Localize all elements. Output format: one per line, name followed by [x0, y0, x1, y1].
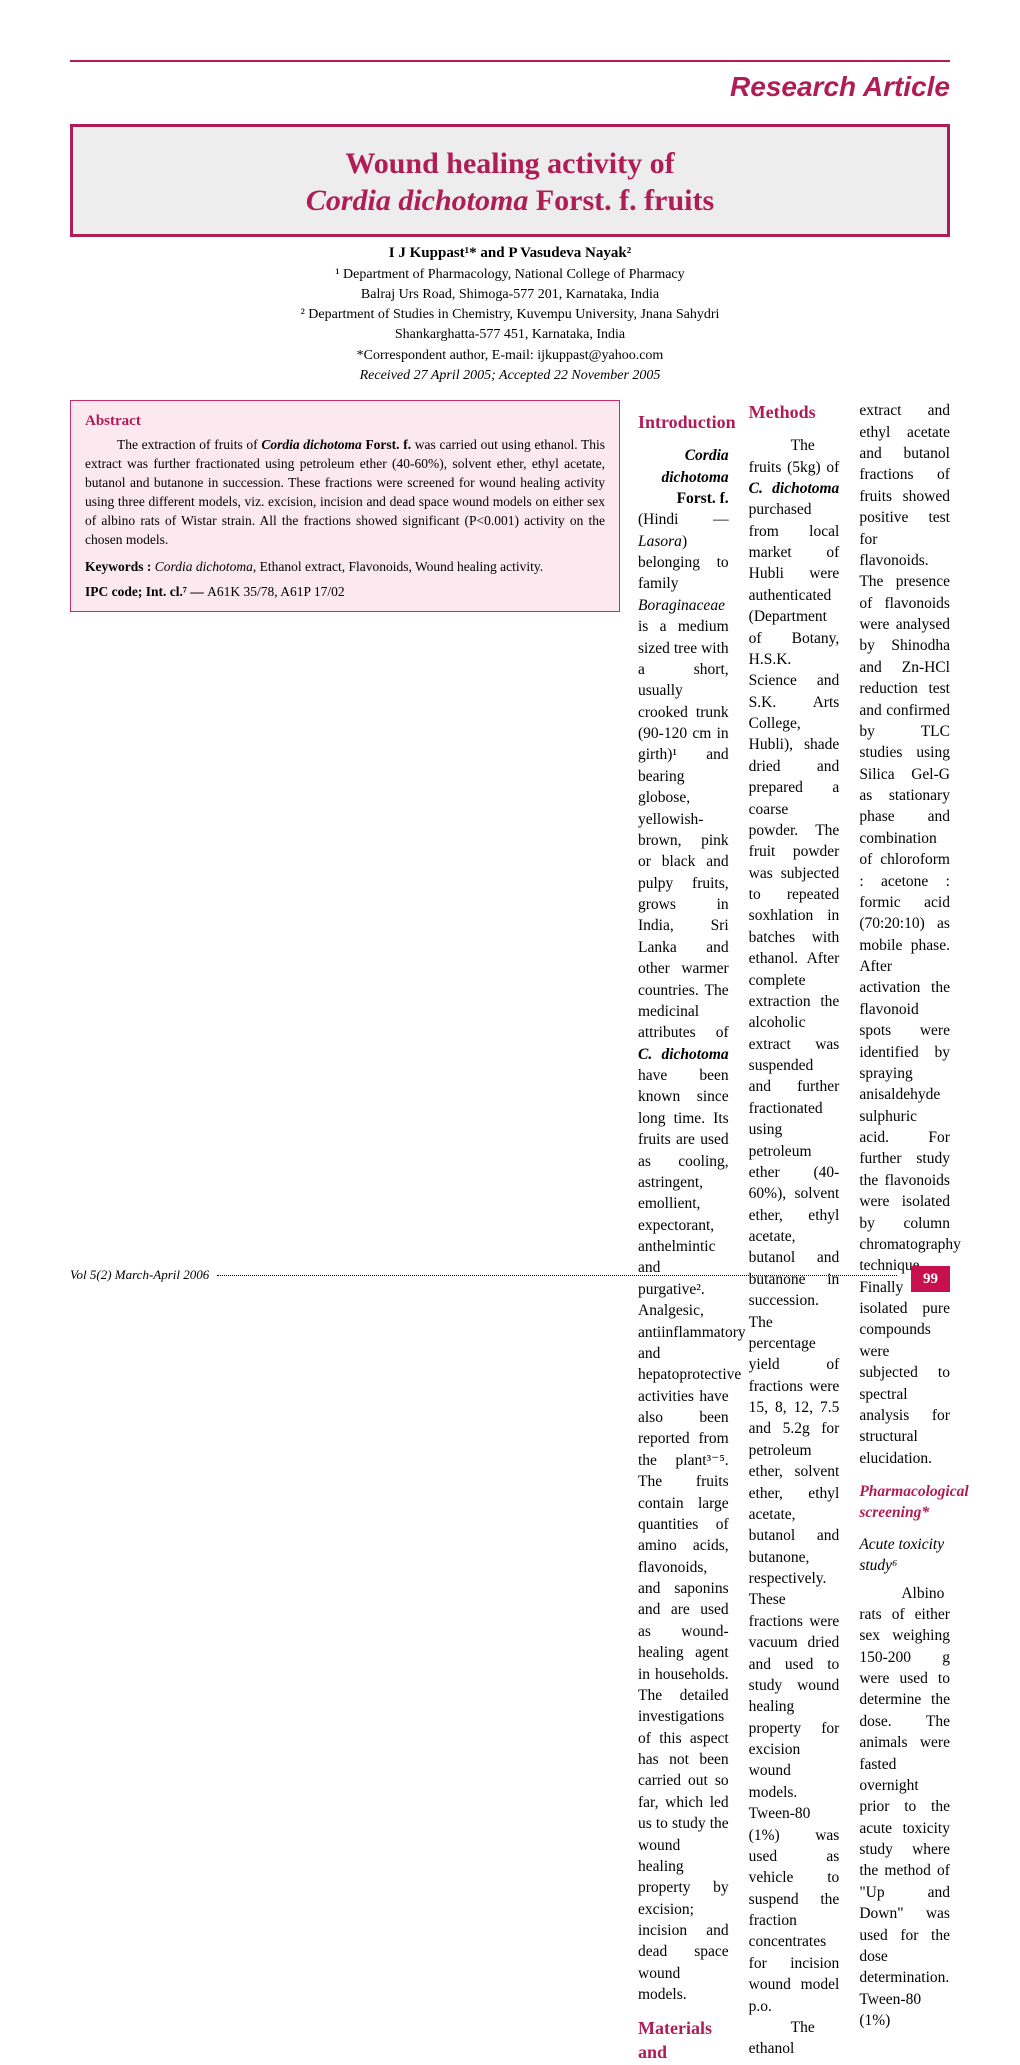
keywords-label: Keywords :	[85, 559, 155, 574]
authors-block: I J Kuppast¹* and P Vasudeva Nayak² ¹ De…	[70, 243, 950, 387]
intro-t3: is a medium sized tree with a short, usu…	[638, 618, 729, 1041]
intro-paragraph: Cordia dichotoma Forst. f. (Hindi — Laso…	[638, 445, 729, 2005]
mm-paragraph-1: The fruits (5kg) of C. dichotoma purchas…	[749, 435, 840, 2017]
ipc-line: IPC code; Int. cl.⁷ — A61K 35/78, A61P 1…	[85, 583, 605, 602]
tox-heading: Acute toxicity study⁶	[859, 1534, 950, 1577]
content-area: Abstract The extraction of fruits of Cor…	[70, 400, 950, 2065]
abstract-heading: Abstract	[85, 411, 605, 432]
received-accepted: Received 27 April 2005; Accepted 22 Nove…	[70, 366, 950, 386]
affiliation-1: ¹ Department of Pharmacology, National C…	[70, 265, 950, 285]
mm-species: C. dichotoma	[749, 480, 840, 497]
keywords-rest: , Ethanol extract, Flavonoids, Wound hea…	[253, 559, 543, 574]
keywords-italic: Cordia dichotoma	[155, 559, 253, 574]
intro-species-abbr: C. dichotoma	[638, 1046, 729, 1063]
body-columns: Introduction Cordia dichotoma Forst. f. …	[638, 400, 950, 2065]
intro-t4: have been known since long time. Its fru…	[638, 1067, 746, 2003]
abstract-species-suffix: Forst. f.	[362, 437, 411, 452]
mm-t2: purchased from local market of Hubli wer…	[749, 501, 840, 2014]
intro-species-suffix: Forst. f.	[677, 490, 729, 507]
intro-t1: (Hindi —	[638, 511, 729, 528]
title-italic: Cordia dichotoma	[306, 184, 529, 217]
page-number-badge: 99	[911, 1266, 950, 1292]
intro-family: Boraginaceae	[638, 597, 725, 614]
title-line-2: Cordia dichotoma Forst. f. fruits	[93, 182, 927, 220]
abstract-species: Cordia dichotoma	[261, 437, 361, 452]
article-type-label: Research Article	[70, 68, 950, 106]
abstract-body: The extraction of fruits of Cordia dicho…	[85, 436, 605, 549]
abstract-rest: was carried out using ethanol. This extr…	[85, 437, 605, 546]
title-box: Wound healing activity of Cordia dichoto…	[70, 124, 950, 237]
title-rest: Forst. f. fruits	[528, 184, 714, 217]
intro-heading: Introduction	[638, 410, 729, 435]
header-rule	[70, 60, 950, 62]
footer-dotline	[217, 1275, 897, 1276]
ipc-label: IPC code; Int. cl.⁷ —	[85, 584, 207, 599]
affiliation-2: ² Department of Studies in Chemistry, Ku…	[70, 305, 950, 325]
mm-t1: The fruits (5kg) of	[749, 437, 840, 475]
intro-hindi: Lasora	[638, 533, 682, 550]
ipc-value: A61K 35/78, A61P 17/02	[207, 584, 345, 599]
abstract-lead: The extraction of fruits of	[117, 437, 261, 452]
title-line-1: Wound healing activity of	[93, 145, 927, 183]
correspondent: *Correspondent author, E-mail: ijkuppast…	[70, 346, 950, 366]
pharm-heading: Pharmacological screening*	[859, 1481, 950, 1524]
intro-species: Cordia dichotoma	[661, 447, 728, 485]
affiliation-1b: Balraj Urs Road, Shimoga-577 201, Karnat…	[70, 285, 950, 305]
keywords-line: Keywords : Cordia dichotoma, Ethanol ext…	[85, 558, 605, 577]
footer-volume: Vol 5(2) March-April 2006	[70, 1267, 209, 1282]
page-footer: Vol 5(2) March-April 2006 99	[70, 1266, 950, 1292]
affiliation-2b: Shankarghatta-577 451, Karnataka, India	[70, 325, 950, 345]
tox-paragraph: Albino rats of either sex weighing 150-2…	[859, 1583, 950, 2032]
abstract-box: Abstract The extraction of fruits of Cor…	[70, 400, 620, 612]
authors-names: I J Kuppast¹* and P Vasudeva Nayak²	[70, 243, 950, 265]
